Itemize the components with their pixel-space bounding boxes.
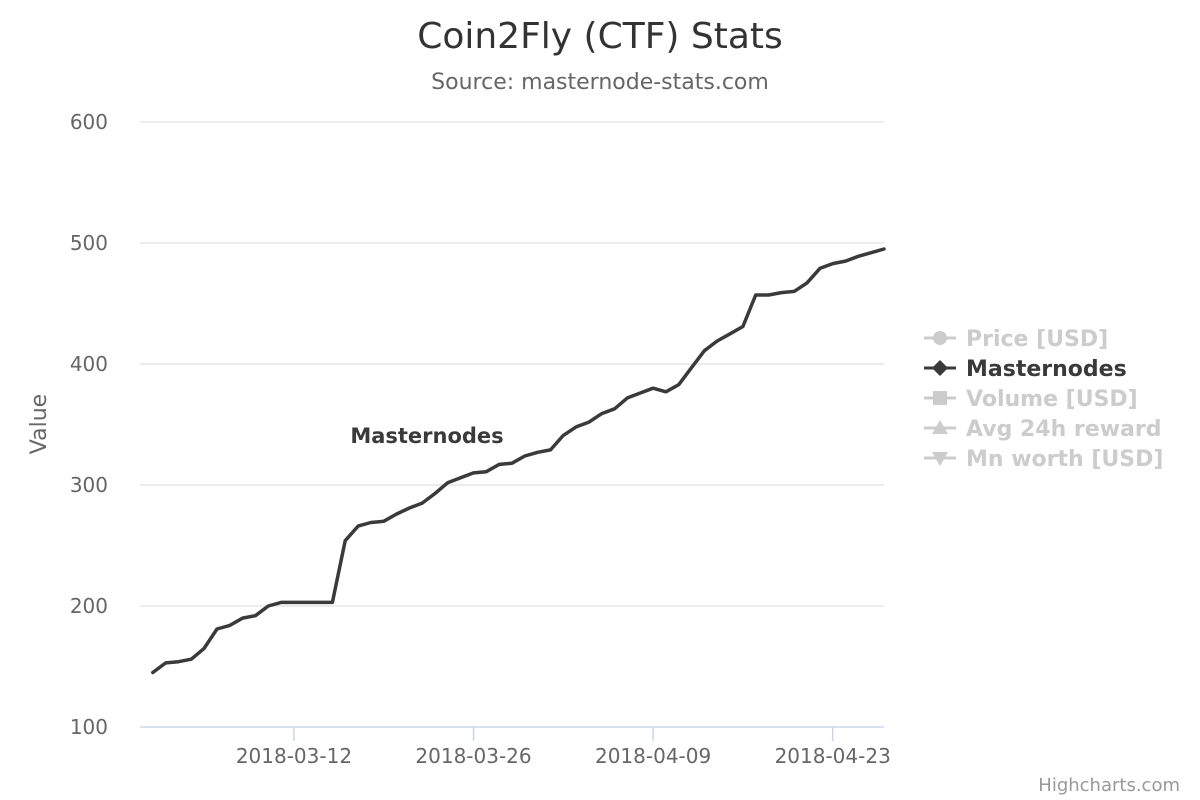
legend-item-volume-usd[interactable]: Volume [USD] [924,387,1138,412]
y-tick-label: 200 [70,594,108,618]
chart-subtitle: Source: masternode-stats.com [431,70,769,95]
legend-item-masternodes[interactable]: Masternodes [924,357,1127,382]
triangle-down-marker-icon [932,452,948,466]
y-tick-label: 500 [70,231,108,255]
y-axis: 100 200 300 400 500 600 [70,110,108,739]
y-tick-label: 300 [70,473,108,497]
x-axis: 2018-03-12 2018-03-26 2018-04-09 2018-04-23 [236,727,891,768]
series-label-masternodes: Masternodes [350,424,503,448]
x-tick-label: 2018-03-12 [236,744,352,768]
series-line-masternodes[interactable] [151,247,886,675]
credits-link[interactable]: Highcharts.com [1038,775,1180,796]
y-tick-label: 600 [70,110,108,134]
legend-label: Mn worth [USD] [966,447,1163,472]
legend-item-mn-worth-usd[interactable]: Mn worth [USD] [924,447,1163,472]
y-tick-label: 100 [70,715,108,739]
legend-item-avg-24h-reward[interactable]: Avg 24h reward [924,417,1161,442]
gridlines [140,121,884,607]
legend-label: Avg 24h reward [966,417,1161,442]
x-tick-label: 2018-04-23 [775,744,891,768]
y-axis-title: Value [27,394,52,454]
circle-marker-icon [933,331,947,345]
x-tick-label: 2018-04-09 [595,744,711,768]
legend-label: Price [USD] [966,327,1108,352]
diamond-marker-icon [932,360,948,376]
chart-title: Coin2Fly (CTF) Stats [417,16,783,57]
legend: Price [USD] Masternodes Volume [USD] Avg 24… [924,327,1163,472]
triangle-marker-icon [932,420,948,434]
plot-area [151,247,886,675]
x-tick-label: 2018-03-26 [415,744,531,768]
legend-item-price-usd[interactable]: Price [USD] [924,327,1108,352]
y-tick-label: 400 [70,352,108,376]
legend-label: Masternodes [966,357,1127,382]
legend-label: Volume [USD] [966,387,1138,412]
square-marker-icon [933,391,947,405]
